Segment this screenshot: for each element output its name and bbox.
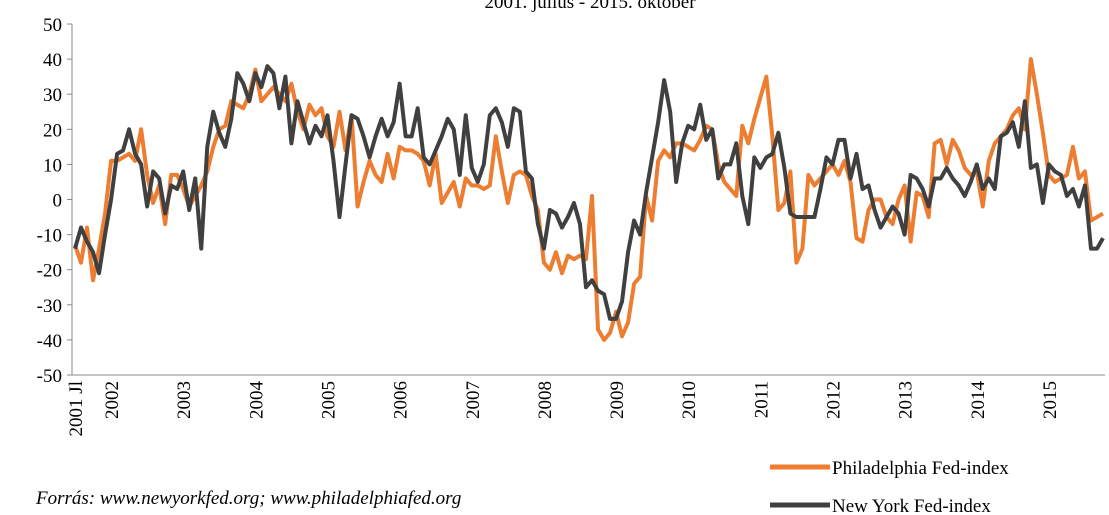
y-tick-label: -30 — [37, 296, 62, 317]
y-tick-label: 50 — [43, 15, 62, 36]
legend-label: New York Fed-index — [832, 496, 991, 515]
y-tick-label: 40 — [43, 50, 62, 71]
x-tick-label: 2003 — [174, 381, 195, 419]
y-tick-label: -10 — [37, 226, 62, 247]
x-tick-label: 2004 — [246, 381, 267, 420]
legend-label: Philadelphia Fed-index — [832, 458, 1009, 479]
x-tick-label: 2009 — [607, 381, 628, 419]
x-tick-label: 2012 — [823, 381, 844, 419]
series-line — [73, 57, 1105, 342]
y-tick-label: 10 — [43, 155, 62, 176]
series-line — [73, 64, 1105, 321]
x-tick-label: 2007 — [463, 381, 484, 419]
x-tick-label: 2002 — [102, 381, 123, 419]
y-tick-label: 0 — [53, 191, 63, 212]
x-tick-label: 2010 — [679, 381, 700, 419]
x-tick-label: 2005 — [318, 381, 339, 419]
source-note: Forrás: www.newyorkfed.org; www.philadel… — [35, 488, 461, 509]
y-tick-label: 20 — [43, 120, 62, 141]
y-tick-label: -40 — [37, 331, 62, 352]
y-tick-label: -20 — [37, 261, 62, 282]
y-tick-label: -50 — [37, 366, 62, 387]
x-tick-label: 2001 Jl — [66, 381, 87, 436]
y-tick-label: 30 — [43, 85, 62, 106]
x-tick-label: 2015 — [1040, 381, 1061, 419]
x-tick-label: 2013 — [896, 381, 917, 419]
x-tick-label: 2006 — [391, 381, 412, 419]
x-tick-label: 2008 — [535, 381, 556, 419]
x-tick-label: 2011 — [751, 381, 772, 418]
chart-title: 2001. július - 2015. október — [484, 0, 696, 13]
x-tick-label: 2014 — [968, 381, 989, 420]
